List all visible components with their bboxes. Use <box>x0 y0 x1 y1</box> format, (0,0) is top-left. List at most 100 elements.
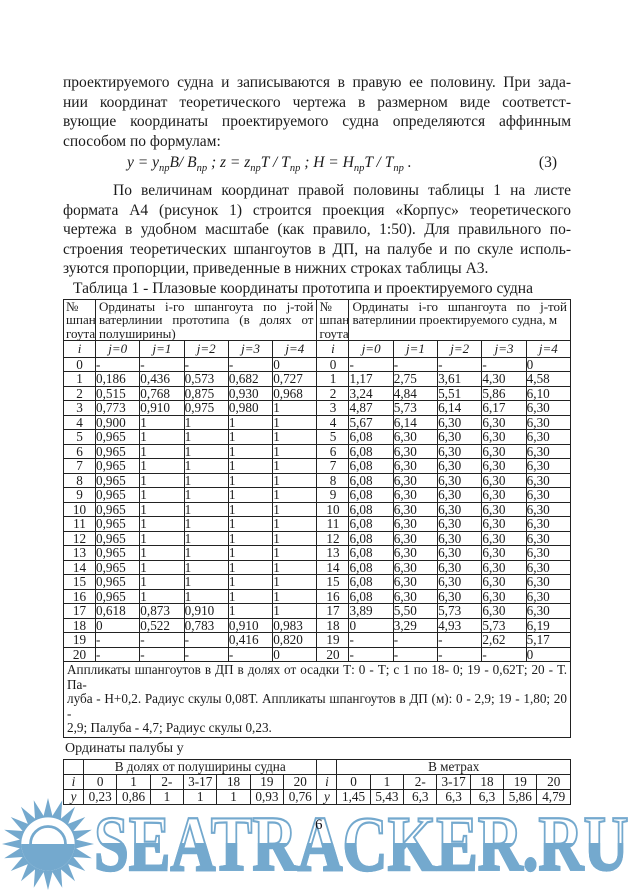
table-cell: - <box>227 646 274 662</box>
table-row: 13 0,965 1 1 1 1 13 6,08 6,30 6,30 6,30 6,30 <box>63 545 572 561</box>
table-cell: 1 <box>139 574 185 590</box>
table-cell: 18 <box>316 617 350 633</box>
table-cell: 6,14 <box>437 400 483 416</box>
column-header: j=4 <box>272 340 318 358</box>
formula-number: (3) <box>538 154 557 171</box>
table-cell: 1 <box>272 574 318 590</box>
table-cell: 4 <box>63 414 96 430</box>
table-cell: 6,30 <box>525 559 572 575</box>
table-cell: - <box>481 646 527 662</box>
text-line: 2,9; Палуба - 4,7; Радиус скулы 0,23. <box>67 720 272 736</box>
table-cell: 5,43 <box>369 788 405 805</box>
text-line: чертежа в удобном масштабе (как правило,… <box>63 221 571 238</box>
table-cell: 6,30 <box>481 530 527 546</box>
table-cell: - <box>94 356 141 372</box>
table-cell: 1 <box>139 414 185 430</box>
table-cell: 6,30 <box>437 516 483 532</box>
table-cell: 6,30 <box>481 429 527 445</box>
table-row: 12 0,965 1 1 1 1 12 6,08 6,30 6,30 6,30 6,30 <box>63 530 572 546</box>
table-cell: 1 <box>139 472 185 488</box>
table-cell: - <box>481 356 527 372</box>
table-cell: 1 <box>227 588 274 604</box>
table-cell: 0 <box>525 646 572 662</box>
column-header: 0 <box>336 773 371 790</box>
table-cell: 1 <box>139 588 185 604</box>
table-cell: 6,30 <box>525 574 572 590</box>
table-row: 2 0,515 0,768 0,875 0,930 0,968 2 3,24 4,84 5,51 5… <box>63 385 572 401</box>
table-cell: 1 <box>183 501 229 517</box>
table-cell: 1 <box>183 487 229 503</box>
table-cell: 6,30 <box>437 545 483 561</box>
text-line: зуются пропорции, приведенные в нижних с… <box>63 260 489 277</box>
column-header: 19 <box>249 773 285 790</box>
col-header-prototype-ordinates: Ординаты i-го шпангоута по j-той ватерли… <box>94 298 318 341</box>
table-cell: 5,67 <box>348 414 394 430</box>
table-cell: 0,965 <box>94 559 141 575</box>
table-cell: 2 <box>63 385 96 401</box>
table-cell: 20 <box>316 646 350 662</box>
table-cell: - <box>139 646 185 662</box>
table-cell: 0 <box>272 356 318 372</box>
table-cell: 0,186 <box>94 371 141 387</box>
table-cell: 5,73 <box>392 400 439 416</box>
watermark-text: SEATRACKER.RU <box>93 800 629 887</box>
table-cell: 6,08 <box>348 472 394 488</box>
table-cell: 1 <box>272 545 318 561</box>
table-cell: 4 <box>316 414 350 430</box>
table-cell: 4,87 <box>348 400 394 416</box>
table-cell: 6,30 <box>392 501 439 517</box>
table-cell: 6,08 <box>348 516 394 532</box>
table-cell: 6,30 <box>525 472 572 488</box>
table-cell: 6,30 <box>392 530 439 546</box>
table-cell: 1 <box>227 603 274 619</box>
column-header: 3-17 <box>436 773 471 790</box>
table-cell: 17 <box>63 603 96 619</box>
table-cell: 10 <box>63 501 96 517</box>
table-cell: 0,965 <box>94 574 141 590</box>
table-row: 3 0,773 0,910 0,975 0,980 1 3 4,87 5,73 6,14 6,17 6… <box>63 400 572 416</box>
column-header: 2- <box>403 773 438 790</box>
formula-3: y = yпрB/ Bпр ; z = zпрT / Tпр ; H = Hпр… <box>127 154 571 177</box>
table-cell: 3 <box>63 400 96 416</box>
table-cell: 4,84 <box>392 385 439 401</box>
table-cell: 5,50 <box>392 603 439 619</box>
table-cell: 1 <box>227 574 274 590</box>
table-cell: 0 <box>525 356 572 372</box>
column-header: j=3 <box>227 340 274 358</box>
table-cell: 0,76 <box>283 788 318 805</box>
table-cell: 1 <box>139 559 185 575</box>
deck-values-row: у 0,23 0,86 1 1 1 0,93 0,76 у 1,45 5,43 6,3 6,3 6,3 5,… <box>63 788 571 805</box>
page-number: 6 <box>315 817 323 833</box>
table-cell: 1 <box>227 458 274 474</box>
table-cell: 1 <box>227 429 274 445</box>
table-cell: 6,30 <box>525 588 572 604</box>
table-cell: 1 <box>272 458 318 474</box>
table-cell: 1 <box>272 400 318 416</box>
table-cell: 6,08 <box>348 530 394 546</box>
table-cell: 1 <box>227 559 274 575</box>
table-cell: - <box>348 646 394 662</box>
col-header-design-ordinates: Ординаты i-го шпангоута по j-той ватерли… <box>348 298 571 341</box>
table-cell: 6,30 <box>437 559 483 575</box>
column-header: j=3 <box>481 340 527 358</box>
table-cell: 11 <box>63 516 96 532</box>
column-header: i <box>63 773 84 790</box>
column-header: 3-17 <box>183 773 218 790</box>
table1-note: Аппликаты шпангоутов в ДП в долях от оса… <box>63 661 571 738</box>
table-cell: 2 <box>316 385 350 401</box>
table-cell: 5 <box>63 429 96 445</box>
table-cell: 5,86 <box>503 788 538 805</box>
table-cell: 6,30 <box>525 443 572 459</box>
table-cell: 6,30 <box>437 472 483 488</box>
table-cell: 1 <box>227 501 274 517</box>
table-cell: 1,45 <box>336 788 371 805</box>
table-cell: 1 <box>183 588 229 604</box>
table-cell: 6,3 <box>469 788 505 805</box>
table-cell: 0,910 <box>139 400 185 416</box>
table-cell: 6,30 <box>437 501 483 517</box>
table-cell: 1 <box>139 545 185 561</box>
table-cell: 3 <box>316 400 350 416</box>
table-cell: 6,30 <box>525 414 572 430</box>
